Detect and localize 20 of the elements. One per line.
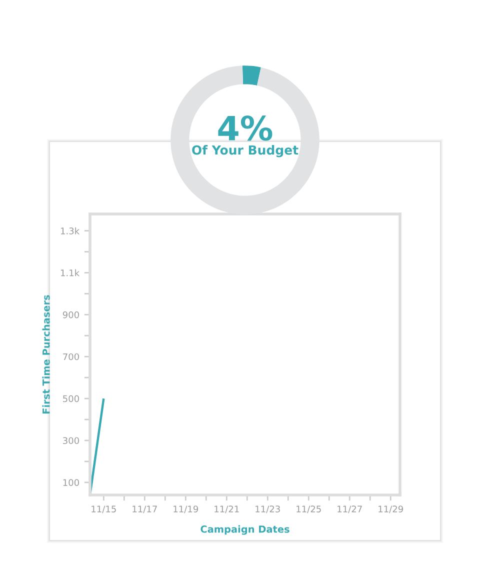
data-label: 4%	[218, 116, 272, 141]
y-tick-label: 300	[63, 437, 79, 444]
donut-slice	[242, 66, 261, 86]
x-tick-label: 11/17	[132, 506, 157, 514]
y-tick-label: 900	[62, 311, 79, 318]
y-tick-label: 700	[63, 353, 79, 360]
x-tick-label: 11/27	[338, 506, 362, 514]
x-tick-label: 11/19	[174, 506, 198, 514]
y-tick-label: 1.3k	[60, 227, 80, 234]
y-axis-title: First Time Purchasers	[42, 295, 50, 414]
text: Of Your Budget	[192, 145, 298, 158]
x-tick-label: 11/21	[214, 506, 239, 514]
x-tick-label: 11/15	[92, 506, 116, 514]
y-tick-label: 1.1k	[60, 269, 80, 276]
x-tick-label: 11/23	[256, 506, 280, 514]
y-tick-label: 100	[63, 479, 79, 486]
x-tick-label: 11/29	[378, 506, 403, 514]
x-tick-label: 11/25	[296, 506, 321, 514]
x-axis-title: Campaign Dates	[200, 525, 290, 535]
y-tick-label: 500	[63, 395, 79, 402]
